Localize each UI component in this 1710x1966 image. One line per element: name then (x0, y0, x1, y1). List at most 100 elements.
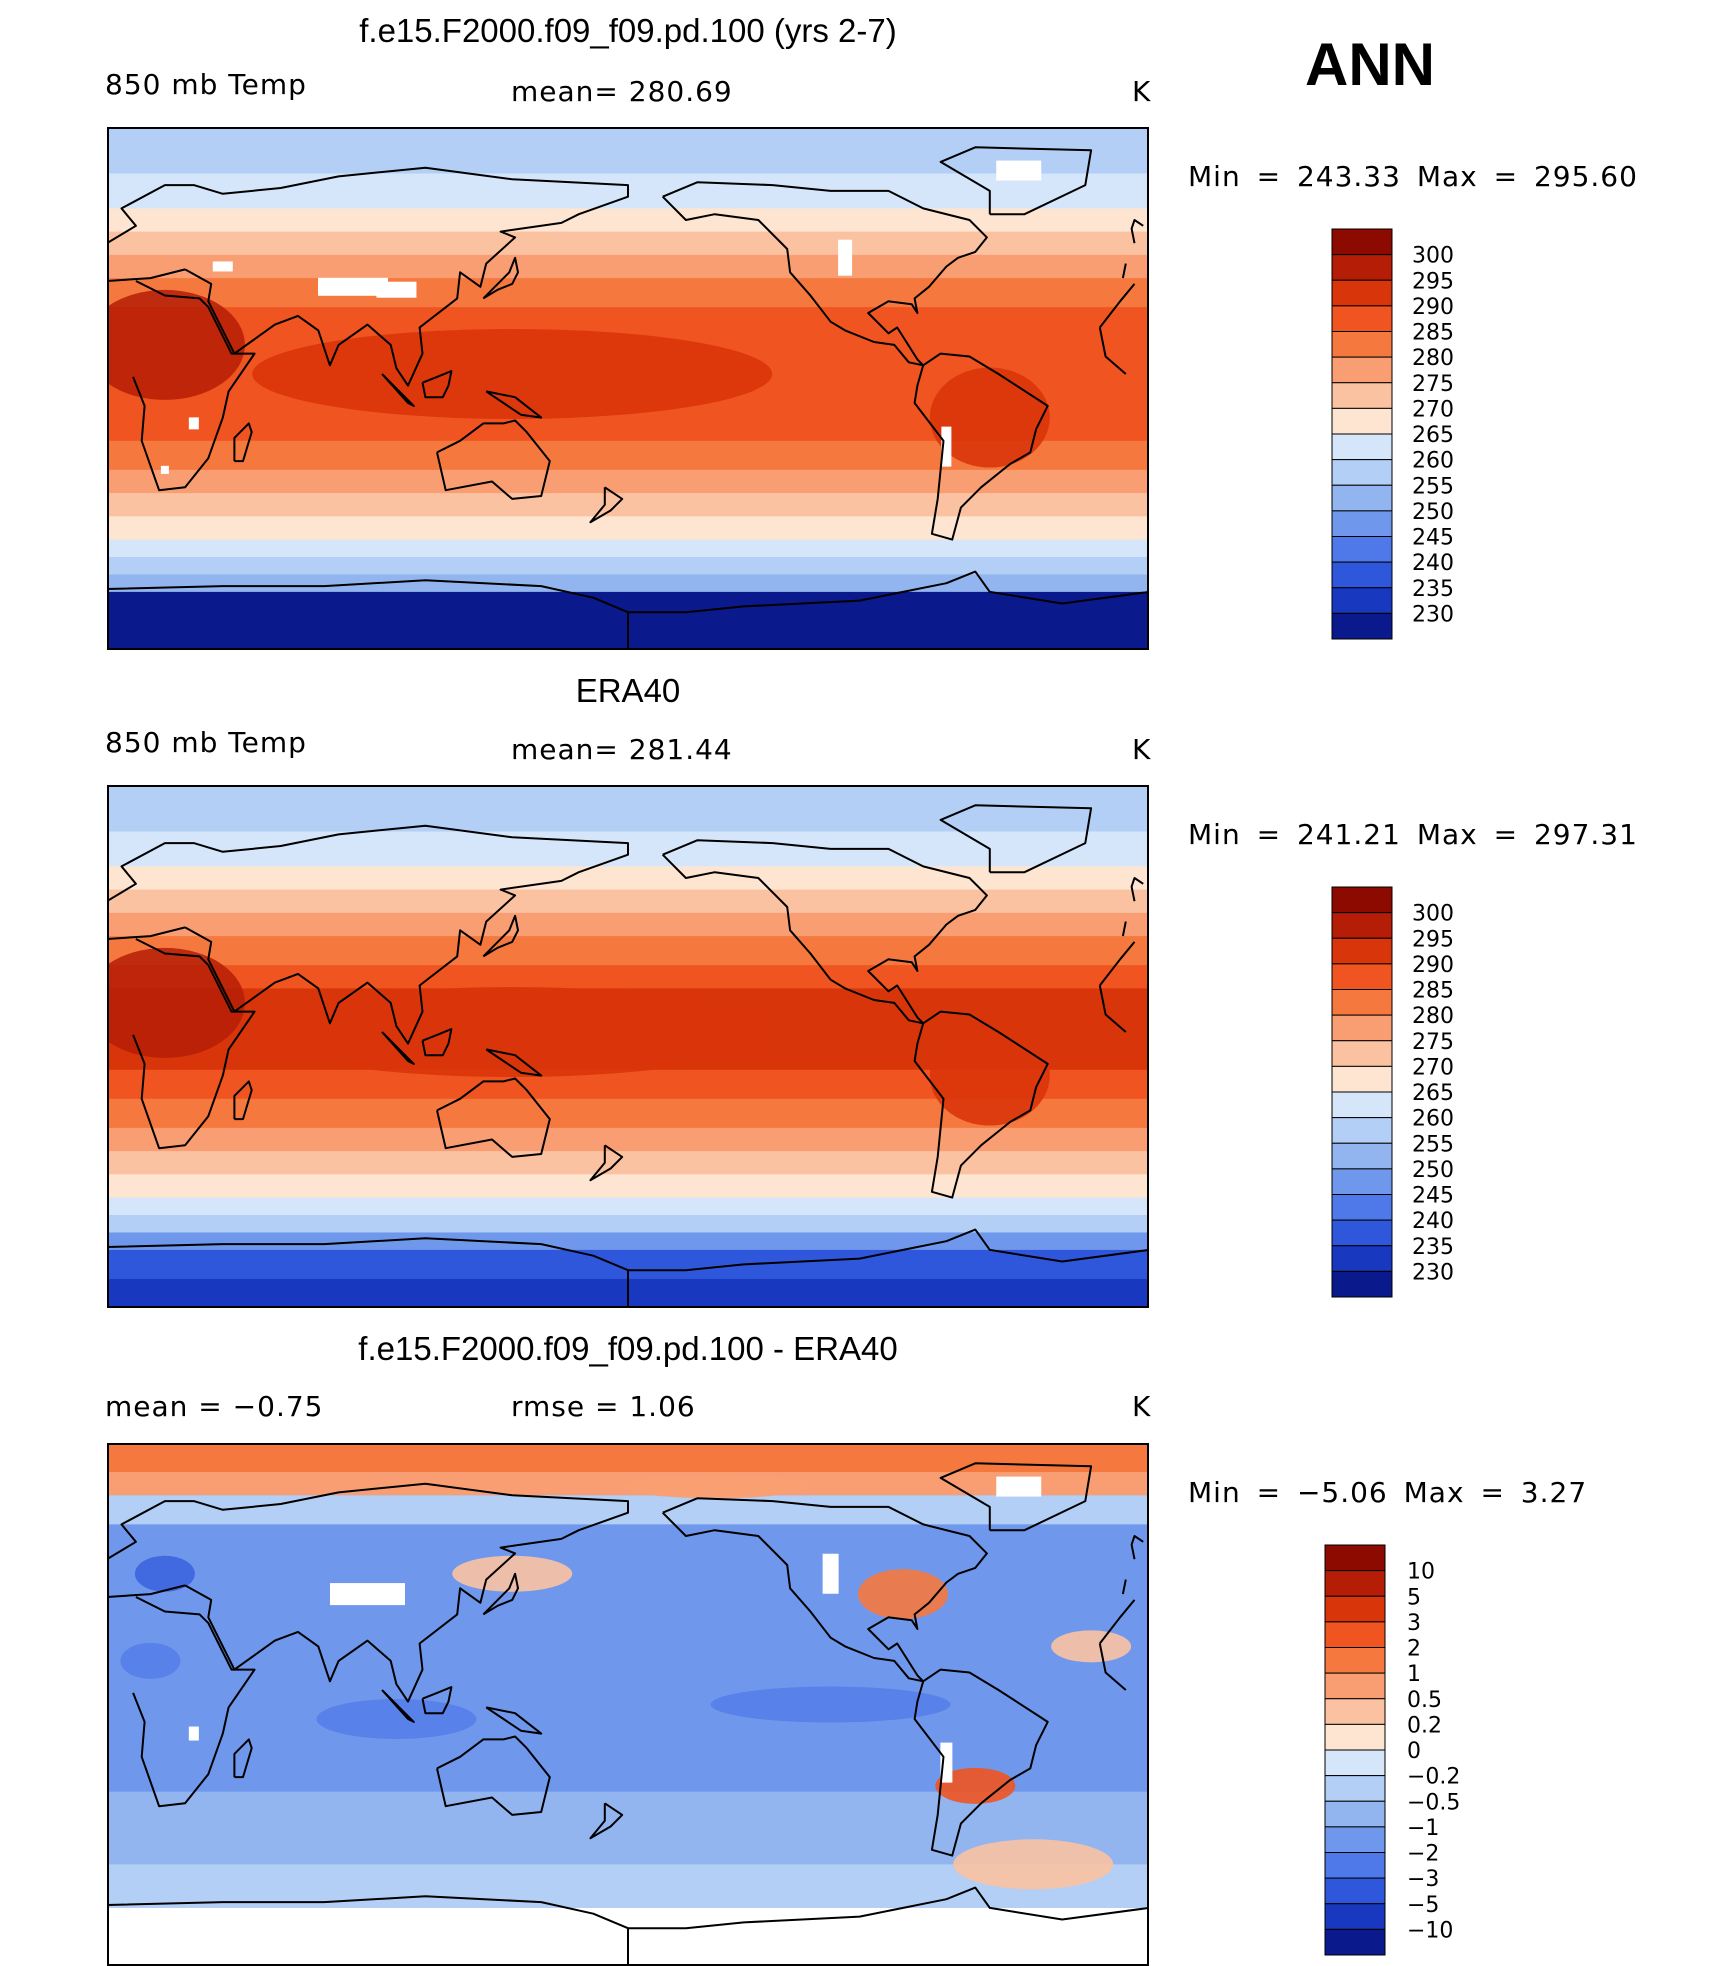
coastline-newguinea (485, 390, 543, 419)
colorbar-swatch (1331, 356, 1393, 384)
coastline-sumatra (381, 1689, 415, 1723)
colorbar-swatch (1331, 305, 1393, 332)
panel-1-units-label: K (1132, 75, 1152, 108)
panel-3-minmax: Min = −5.06 Max = 3.27 (1188, 1476, 1588, 1509)
colorbar-label: 3 (1407, 1611, 1421, 1636)
colorbar-swatch (1331, 484, 1393, 512)
colorbar-swatch (1324, 1749, 1386, 1777)
coastline-antarctica2 (627, 570, 1149, 650)
panel-3-mean-label: mean = −0.75 (105, 1390, 324, 1423)
coastline-samerica (913, 1010, 1049, 1199)
colorbar-swatch (1324, 1647, 1386, 1674)
colorbar-label: −1 (1407, 1816, 1439, 1841)
coastline-africa (132, 1596, 1136, 1808)
panel-1-colorbar: 3002952902852802752702652602552502452402… (1331, 228, 1454, 640)
colorbar-label: 2 (1407, 1637, 1421, 1662)
colorbar-label: 265 (1412, 423, 1454, 448)
colorbar-swatch (1324, 1826, 1386, 1853)
colorbar-swatch (1331, 587, 1393, 614)
coastline-antarctica (107, 1237, 629, 1308)
colorbar-label: 10 (1407, 1560, 1435, 1585)
colorbar-swatch (1324, 1775, 1386, 1802)
colorbar-label: 300 (1412, 244, 1454, 269)
colorbar-swatch (1331, 1040, 1393, 1067)
coastline-greenland (939, 804, 1093, 874)
colorbar-label: 280 (1412, 346, 1454, 371)
colorbar-swatch (1324, 1672, 1386, 1700)
colorbar-label: −0.5 (1407, 1790, 1460, 1815)
coastlines (107, 1462, 1149, 1966)
colorbar-swatch (1331, 459, 1393, 486)
coastline-australia (436, 1077, 551, 1158)
coastlines (107, 804, 1149, 1308)
coastline-sumatra (381, 373, 415, 407)
colorbar-swatch (1331, 561, 1393, 589)
colorbar-swatch (1331, 228, 1393, 256)
coastline-britain (1130, 219, 1144, 244)
colorbar-label: 270 (1412, 1055, 1454, 1080)
colorbar-swatch (1331, 1194, 1393, 1221)
field-layer (107, 1443, 1149, 1966)
colorbar-swatch (1331, 1117, 1393, 1144)
panel-1-mean-label: mean= 280.69 (511, 75, 733, 108)
panel-3-map (107, 1443, 1149, 1966)
coastline-samerica (913, 352, 1049, 541)
colorbar-swatch (1331, 886, 1393, 914)
colorbar-label: 300 (1412, 902, 1454, 927)
colorbar-swatch (1324, 1595, 1386, 1623)
colorbar-label: 235 (1412, 577, 1454, 602)
coastline-japan (482, 256, 519, 300)
colorbar-swatch (1331, 510, 1393, 537)
coastline-borneo (421, 1686, 453, 1715)
colorbar-swatch (1324, 1928, 1386, 1956)
panel-1-title: f.e15.F2000.f09_f09.pd.100 (yrs 2-7) (359, 12, 897, 49)
panel-2-minmax: Min = 241.21 Max = 297.31 (1188, 818, 1638, 851)
coastline-newguinea (485, 1048, 543, 1077)
panel-3-rmse-label: rmse = 1.06 (511, 1390, 696, 1423)
panel-2-title: ERA40 (575, 672, 681, 709)
colorbar-label: 285 (1412, 979, 1454, 1004)
colorbar-label: 275 (1412, 1030, 1454, 1055)
coastline-madagascar (233, 1738, 253, 1779)
colorbar-label: 255 (1412, 474, 1454, 499)
coastline-greenland (939, 146, 1093, 216)
coastline-borneo (421, 370, 453, 399)
coastline-antarctica (107, 579, 629, 650)
coastline-antarctica (107, 1895, 629, 1966)
colorbar-swatch (1331, 407, 1393, 435)
colorbar-label: 270 (1412, 397, 1454, 422)
panel-2-mean-label: mean= 281.44 (511, 733, 733, 766)
colorbar-label: 275 (1412, 372, 1454, 397)
colorbar-label: 240 (1412, 1209, 1454, 1234)
colorbar-swatch (1331, 989, 1393, 1016)
panel-2-variable-label: 850 mb Temp (105, 726, 307, 759)
map-frame (107, 785, 1149, 1308)
panel-3-units-label: K (1132, 1390, 1152, 1423)
coastline-australia (436, 419, 551, 500)
colorbar-swatch (1331, 612, 1393, 640)
colorbar-swatch (1331, 1245, 1393, 1272)
colorbar-swatch (1331, 937, 1393, 965)
coastline-asia (107, 1482, 1127, 1703)
colorbar-swatch (1331, 279, 1393, 307)
colorbar-label: 5 (1407, 1585, 1421, 1610)
field-layer (107, 127, 1149, 650)
coastline-antarctica2 (627, 1886, 1149, 1966)
coastline-namerica (661, 1497, 988, 1683)
colorbar-label: 260 (1412, 449, 1454, 474)
coastline-antarctica2 (627, 1228, 1149, 1308)
panel-1-variable-label: 850 mb Temp (105, 68, 307, 101)
colorbar-label: 250 (1412, 1158, 1454, 1183)
colorbar-swatch (1331, 1091, 1393, 1119)
colorbar-swatch (1331, 1219, 1393, 1247)
colorbar-label: 295 (1412, 927, 1454, 952)
colorbar-label: 230 (1412, 602, 1454, 627)
colorbar-swatch (1324, 1621, 1386, 1648)
colorbar-swatch (1324, 1544, 1386, 1572)
coastline-asia (107, 166, 1127, 387)
coastline-africa (132, 280, 1136, 492)
field-layer (107, 785, 1149, 1308)
colorbar-label: 0 (1407, 1739, 1421, 1764)
map-frame (107, 127, 1149, 650)
colorbar-label: 1 (1407, 1662, 1421, 1687)
